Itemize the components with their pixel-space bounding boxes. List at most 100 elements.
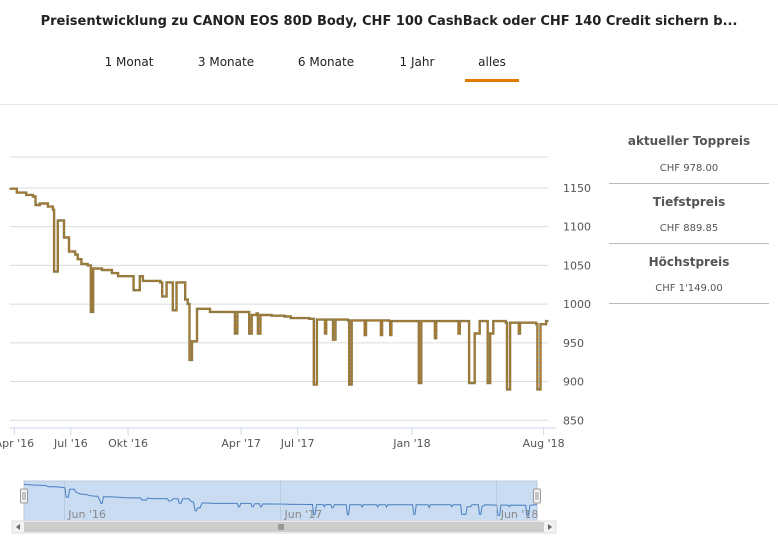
data-point [508, 388, 510, 391]
data-point [165, 281, 168, 284]
data-point [519, 321, 521, 324]
data-point [270, 314, 273, 317]
tab-alles[interactable]: alles [478, 55, 506, 69]
data-point [485, 320, 488, 322]
data-point [457, 332, 460, 335]
data-point [325, 318, 328, 321]
data-point [389, 334, 392, 336]
tab-1-jahr[interactable]: 1 Jahr [399, 55, 435, 69]
data-point [131, 275, 134, 277]
scroll-left-icon [16, 524, 20, 530]
data-point [196, 308, 198, 310]
navigator-handle-right[interactable] [533, 488, 541, 504]
side-divider [609, 183, 769, 184]
data-point [467, 320, 469, 322]
data-point [290, 317, 292, 319]
data-point [159, 281, 162, 284]
data-point [184, 298, 186, 301]
data-point [137, 289, 140, 291]
data-point [363, 334, 366, 336]
data-point [111, 272, 113, 274]
x-tick-label: Apr '16 [0, 437, 34, 450]
x-tick-label: Jul '16 [53, 437, 88, 450]
data-point [535, 323, 537, 325]
data-point [250, 314, 253, 316]
navigator-handle-left[interactable] [20, 488, 28, 504]
data-point [516, 321, 519, 324]
data-point [221, 311, 223, 313]
data-point [32, 195, 34, 198]
data-point [163, 295, 165, 298]
x-tick-label: Jul '17 [280, 437, 315, 450]
y-tick-label: 1100 [563, 221, 591, 234]
data-point [235, 332, 237, 335]
data-point [473, 332, 476, 335]
data-point [47, 205, 49, 208]
data-point [331, 318, 333, 321]
data-point [506, 388, 508, 391]
data-point [173, 309, 176, 312]
data-point [492, 320, 495, 322]
data-point [477, 332, 480, 335]
data-point [188, 359, 191, 361]
data-point [488, 382, 490, 384]
data-point [80, 263, 83, 265]
data-point [257, 332, 259, 335]
y-tick-label: 950 [563, 337, 584, 350]
data-point [362, 319, 365, 322]
data-point [539, 323, 542, 325]
data-point [333, 338, 336, 341]
range-navigator[interactable]: Jun '16 Jun '17 Jun '18 [11, 480, 557, 534]
data-point [332, 338, 334, 341]
data-point [468, 382, 470, 384]
data-point [416, 320, 419, 322]
price-chart: 1150 1100 1050 1000 950 900 850 Apr '16 Jul '16… [0, 156, 591, 534]
data-point [132, 289, 135, 291]
navigator-scrollbar[interactable] [11, 520, 557, 534]
data-point [55, 270, 58, 273]
x-tick-label: Aug '18 [523, 437, 565, 450]
data-point [39, 202, 41, 205]
data-point [380, 334, 382, 336]
data-point [456, 320, 459, 322]
data-point [472, 382, 475, 384]
data-point [349, 383, 352, 386]
data-point [149, 280, 151, 282]
data-point [191, 340, 193, 343]
data-point [190, 359, 192, 361]
data-point [170, 281, 173, 284]
y-axis-labels: 1150 1100 1050 1000 950 900 850 [563, 182, 591, 427]
y-tick-label: 1050 [563, 259, 591, 272]
data-point [68, 250, 70, 253]
data-point [311, 318, 314, 320]
data-point [117, 275, 119, 277]
data-point [139, 275, 141, 277]
side-divider [609, 303, 769, 304]
data-point [347, 319, 349, 322]
data-point [283, 315, 286, 318]
tab-1-monat[interactable]: 1 Monat [104, 55, 154, 69]
tab-3-monate[interactable]: 3 Monate [197, 55, 255, 69]
data-point [388, 320, 390, 322]
navigator-tick-label: Jun '17 [284, 508, 323, 521]
min-price-value: CHF 889.85 [659, 223, 719, 234]
data-point [90, 311, 92, 313]
y-tick-label: 850 [563, 414, 584, 427]
data-point [92, 267, 94, 270]
data-point [172, 309, 174, 312]
tab-6-monate[interactable]: 6 Monate [297, 55, 355, 69]
price-line [10, 187, 548, 391]
data-point [350, 319, 353, 322]
data-point [418, 382, 420, 384]
data-point [381, 319, 383, 322]
data-point [419, 382, 421, 384]
data-point [348, 383, 351, 386]
max-price-label: Höchstpreis [648, 255, 730, 269]
data-point [175, 281, 178, 284]
data-point [489, 332, 492, 335]
data-point [505, 321, 507, 324]
data-point [365, 319, 367, 322]
scrollbar-thumb [24, 522, 544, 532]
data-point [74, 253, 76, 256]
data-point [101, 269, 103, 271]
